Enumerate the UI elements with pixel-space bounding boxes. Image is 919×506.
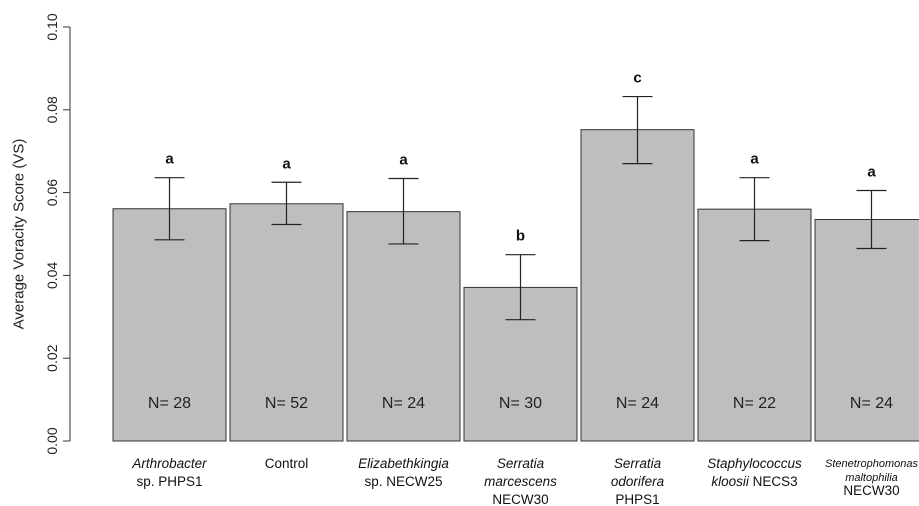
x-category-label-part: Arthrobacter <box>131 456 207 471</box>
y-tick-label: 0.06 <box>44 179 60 206</box>
x-category-label-line: odorifera <box>611 474 665 489</box>
x-category-label-part: Serratia <box>614 456 662 471</box>
x-category-label-line: marcescens <box>484 474 557 489</box>
significance-label: a <box>165 151 174 168</box>
error-bar <box>154 177 185 241</box>
x-category-label-line: kloosii NECS3 <box>711 474 797 489</box>
error-bar <box>271 181 302 226</box>
x-category-label-line: NECW30 <box>492 492 548 506</box>
x-category-label-part: Control <box>265 456 309 471</box>
significance-label: a <box>750 151 759 168</box>
x-category-label-line: Serratia <box>497 456 545 471</box>
x-category-label-line: sp. PHPS1 <box>136 474 202 489</box>
x-category-label-part: kloosii <box>711 474 750 489</box>
bar <box>697 208 812 442</box>
bar <box>229 203 344 442</box>
y-tick-label: 0.00 <box>44 427 60 454</box>
x-category-label-part: Staphylococcus <box>707 456 802 471</box>
x-category-labels: Arthrobacter sp. PHPS1 Control Elizabethkin… <box>131 456 918 506</box>
x-category-label: Serratia marcescens NECW30 <box>484 456 557 506</box>
bar <box>580 129 695 442</box>
significance-label: a <box>282 155 291 172</box>
x-category-label-part: sp. NECW25 <box>364 474 442 489</box>
error-bars-layer <box>154 95 887 321</box>
y-tick-label: 0.04 <box>44 262 60 289</box>
error-bar <box>856 189 887 250</box>
y-tick-label: 0.10 <box>44 13 60 40</box>
y-tick-label: 0.08 <box>44 96 60 123</box>
y-axis: 0.00 0.02 0.04 0.06 0.08 0.10 <box>44 13 71 455</box>
sample-size-label: N= 30 <box>499 395 542 412</box>
sample-size-label: N= 28 <box>148 395 191 412</box>
x-category-label-part: NECW30 <box>843 483 899 498</box>
error-bar <box>739 177 770 242</box>
bars-layer <box>112 129 919 442</box>
error-bar <box>622 95 653 165</box>
significance-label: a <box>867 164 876 181</box>
x-category-label: Elizabethkingia sp. NECW25 <box>358 456 449 489</box>
sample-size-label: N= 52 <box>265 395 308 412</box>
y-tick-label: 0.02 <box>44 344 60 371</box>
x-category-label: Serratia odorifera PHPS1 <box>611 456 665 506</box>
x-category-label-line: Elizabethkingia <box>358 456 449 471</box>
error-bar <box>505 254 536 321</box>
x-category-label-line: PHPS1 <box>615 492 659 506</box>
x-category-label-part: maltophilia <box>845 472 898 484</box>
x-category-label: Staphylococcus kloosii NECS3 <box>707 456 802 489</box>
y-axis-label: Average Voracity Score (VS) <box>11 139 28 330</box>
error-bar <box>388 177 419 245</box>
x-category-label-line: NECW30 <box>843 483 899 498</box>
sample-size-label: N= 24 <box>382 395 425 412</box>
x-category-label-part: odorifera <box>611 474 665 489</box>
x-category-label-line: Serratia <box>614 456 662 471</box>
x-category-label-part: Stenetrophomonas <box>825 458 918 470</box>
x-category-label-part: PHPS1 <box>615 492 659 506</box>
x-category-label-part: NECS3 <box>749 474 798 489</box>
x-category-label-part: NECW30 <box>492 492 548 506</box>
x-category-label-line: sp. NECW25 <box>364 474 442 489</box>
x-category-label-line: Control <box>265 456 309 471</box>
x-category-label-line: Stenetrophomonas <box>825 458 918 470</box>
sample-size-label: N= 22 <box>733 395 776 412</box>
labels-layer: a N= 28 a N= 52 a N= 24 b N= 30 c N= 24 a N= 22 a N= … <box>148 70 893 412</box>
x-category-label-part: Serratia <box>497 456 545 471</box>
x-category-label-line: maltophilia <box>845 472 898 484</box>
significance-label: b <box>516 228 525 245</box>
x-category-label-line: Arthrobacter <box>131 456 207 471</box>
significance-label: c <box>633 70 641 87</box>
x-category-label-line: Staphylococcus <box>707 456 802 471</box>
bar <box>346 211 461 442</box>
x-category-label: Arthrobacter sp. PHPS1 <box>131 456 207 489</box>
sample-size-label: N= 24 <box>850 395 893 412</box>
x-category-label-part: marcescens <box>484 474 557 489</box>
x-category-label-part: sp. PHPS1 <box>136 474 202 489</box>
sample-size-label: N= 24 <box>616 395 659 412</box>
significance-label: a <box>399 152 408 169</box>
x-category-label-part: Elizabethkingia <box>358 456 449 471</box>
x-category-label: Control <box>265 456 309 471</box>
bar <box>112 208 227 442</box>
